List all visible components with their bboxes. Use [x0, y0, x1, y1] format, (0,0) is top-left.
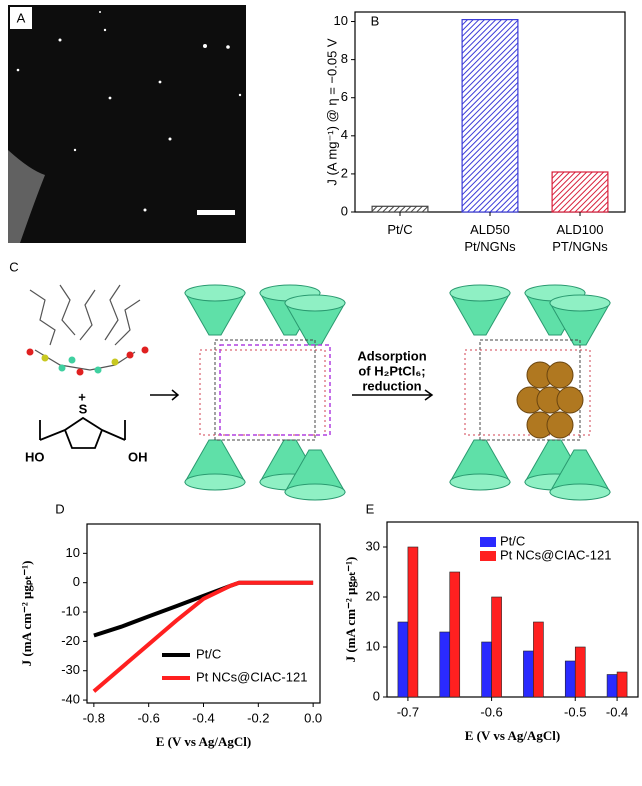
x-tick-label: -0.2 [247, 710, 269, 725]
x-tick-label: -0.6 [137, 710, 159, 725]
molecule [29, 284, 141, 371]
framework [214, 339, 316, 441]
x-tick-label: ALD100 PT/NGNs [552, 222, 608, 254]
x-tick-label: -0.4 [192, 710, 214, 725]
y-tick-label: 4 [341, 127, 348, 142]
y-tick-label: 10 [66, 545, 80, 560]
legend-label: Pt/C [196, 646, 221, 661]
bar [449, 571, 461, 698]
data-line [93, 580, 314, 638]
cone-rim [184, 284, 246, 302]
y-tick-label: 0 [373, 688, 380, 703]
y-tick-label: 20 [366, 588, 380, 603]
data-line [92, 580, 314, 693]
y-tick-label: 8 [341, 51, 348, 66]
bar [551, 171, 609, 213]
y-axis-label: J (mA cm⁻² μgₚₜ⁻¹) [19, 561, 34, 667]
bar [371, 205, 429, 213]
framework [479, 339, 581, 441]
particles [16, 11, 242, 212]
legend-label: Pt NCs@CIAC-121 [500, 547, 611, 562]
framework [199, 349, 326, 436]
y-axis-label: J (A mg⁻¹) @ η = −0.05 V [324, 38, 339, 186]
x-tick-label: Pt/C [387, 222, 413, 237]
pt-sphere [546, 411, 574, 439]
y-axis-label: J (mA cm⁻² μgₚₜ⁻¹) [343, 557, 358, 663]
y-tick-label: 6 [341, 89, 348, 104]
panel-label: A [17, 10, 26, 25]
cages [184, 284, 611, 501]
x-axis-label: E (V vs Ag/AgCl) [156, 734, 251, 749]
atom-label: S [79, 401, 88, 416]
y-tick-label: -20 [61, 633, 80, 648]
bar [407, 546, 419, 698]
bar [481, 641, 492, 698]
bar [491, 596, 502, 698]
plot-frame [386, 521, 639, 698]
x-tick-label: -0.8 [83, 710, 105, 725]
cone-rim [284, 483, 346, 501]
y-tick-label: -40 [61, 692, 80, 707]
bright-region [8, 150, 45, 243]
pt-sphere [556, 386, 584, 414]
y-tick-label: 30 [366, 538, 380, 553]
arrow [150, 389, 180, 401]
cone-rim [449, 284, 511, 302]
y-tick-label: 10 [334, 13, 348, 28]
x-tick-label: -0.4 [606, 704, 628, 719]
bar [523, 650, 534, 698]
y-tick-label: -10 [61, 603, 80, 618]
bar [616, 671, 628, 698]
legend-swatch [480, 551, 496, 561]
legend-label: Pt/C [500, 533, 525, 548]
arrow-label: Adsorption [357, 348, 426, 363]
panel-label-box [10, 7, 32, 29]
framework-highlight [219, 344, 331, 436]
plus-sign: + [78, 389, 86, 404]
panel-label: D [55, 501, 64, 516]
cone-rim [549, 294, 611, 312]
micrograph [8, 5, 246, 243]
bar [533, 621, 544, 698]
bar [439, 631, 451, 698]
panel-label: C [9, 259, 18, 274]
bar [397, 621, 409, 698]
molecule-atoms [26, 346, 149, 376]
arrow-label: of H₂PtCl₆; [358, 363, 425, 378]
thiophene [39, 416, 126, 449]
x-tick-label: -0.7 [397, 704, 419, 719]
cone-rim [549, 483, 611, 501]
y-tick-label: 0 [73, 574, 80, 589]
arrow-label: reduction [362, 378, 421, 393]
bar [606, 674, 618, 698]
y-tick-label: -30 [61, 662, 80, 677]
bar [461, 19, 519, 213]
panel-label: B [371, 13, 380, 28]
bar [574, 646, 586, 698]
x-tick-label: -0.6 [480, 704, 502, 719]
atom-label: OH [128, 449, 148, 464]
bar [564, 660, 576, 698]
x-tick-label: ALD50 Pt/NGNs [464, 222, 516, 254]
atom-label: HO [25, 449, 45, 464]
legend-label: Pt NCs@CIAC-121 [196, 669, 307, 684]
scale-bar [197, 210, 235, 215]
x-tick-label: -0.5 [564, 704, 586, 719]
arrow [352, 389, 434, 401]
x-axis-label: E (V vs Ag/AgCl) [465, 728, 560, 743]
x-tick-label: 0.0 [304, 710, 322, 725]
y-tick-label: 10 [366, 638, 380, 653]
y-tick-label: 2 [341, 165, 348, 180]
pt-sphere [546, 361, 574, 389]
y-tick-label: 0 [341, 203, 348, 218]
cone-rim [184, 473, 246, 491]
cone-rim [449, 473, 511, 491]
legend-swatch [480, 537, 496, 547]
cone-rim [284, 294, 346, 312]
panel-label: E [366, 501, 375, 516]
